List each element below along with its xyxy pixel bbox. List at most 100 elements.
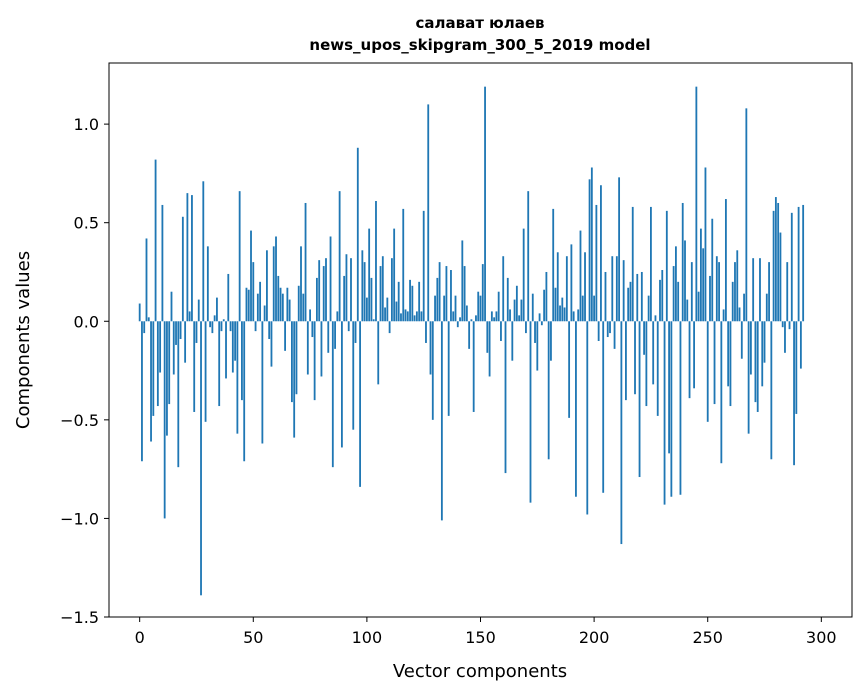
- bar-160: [502, 256, 505, 322]
- bar-133: [440, 321, 443, 521]
- bar-170: [525, 321, 527, 334]
- bar-291: [799, 321, 802, 369]
- bar-150: [479, 295, 482, 322]
- bar-18: [179, 321, 182, 340]
- bar-66: [288, 299, 291, 322]
- bar-111: [390, 258, 393, 322]
- bar-142: [461, 240, 464, 322]
- bar-201: [595, 204, 598, 322]
- bar-245: [695, 86, 698, 322]
- bar-71: [300, 246, 302, 322]
- bar-234: [670, 321, 673, 497]
- bar-157: [495, 311, 498, 322]
- bar-228: [656, 321, 659, 416]
- bar-135: [445, 266, 448, 322]
- bar-151: [481, 264, 484, 322]
- bar-67: [291, 321, 293, 403]
- bar-257: [722, 309, 725, 322]
- bar-176: [538, 313, 541, 322]
- x-tick-label: 150: [465, 628, 496, 647]
- bar-272: [756, 321, 759, 412]
- bar-24: [193, 321, 196, 412]
- y-tick-label: 0.0: [74, 312, 99, 331]
- bar-116: [402, 208, 405, 322]
- bar-36: [220, 321, 223, 332]
- bar-132: [438, 262, 441, 322]
- bar-211: [618, 177, 621, 322]
- bar-246: [697, 291, 700, 322]
- bar-19: [181, 216, 184, 322]
- bar-40: [229, 321, 232, 332]
- bar-217: [631, 206, 634, 322]
- bar-42: [234, 321, 237, 361]
- bar-143: [463, 266, 466, 322]
- bar-225: [650, 206, 652, 322]
- x-axis-label: Vector components: [393, 661, 567, 682]
- bar-100: [365, 297, 368, 322]
- bar-229: [659, 279, 661, 322]
- bar-238: [679, 321, 682, 495]
- bar-188: [565, 256, 568, 322]
- bar-39: [227, 273, 230, 322]
- bar-255: [718, 262, 720, 322]
- bar-252: [711, 218, 714, 322]
- bar-16: [175, 321, 177, 345]
- bar-287: [790, 212, 793, 322]
- bar-6: [152, 321, 155, 416]
- bar-28: [202, 181, 205, 322]
- bar-32: [211, 321, 214, 334]
- bar-37: [222, 319, 225, 322]
- bar-266: [743, 293, 745, 322]
- bar-265: [740, 321, 743, 359]
- bar-78: [315, 277, 318, 322]
- bar-129: [431, 321, 434, 420]
- bar-49: [250, 230, 252, 322]
- bar-112: [393, 228, 396, 322]
- bar-4: [147, 317, 150, 322]
- bar-124: [420, 311, 423, 322]
- bar-65: [286, 287, 289, 322]
- y-tick-label: 0.5: [74, 214, 99, 233]
- y-tick-label: −0.5: [60, 411, 99, 430]
- bar-219: [636, 273, 639, 322]
- bar-137: [450, 270, 452, 322]
- bar-218: [634, 321, 636, 395]
- bar-98: [361, 250, 364, 322]
- bar-52: [256, 293, 259, 322]
- y-axis-ticks: −1.5 −1.0 −0.5 0.0 0.5 1.0: [60, 115, 109, 627]
- bar-47: [245, 287, 248, 322]
- bar-276: [765, 293, 768, 322]
- bar-148: [475, 315, 477, 322]
- bar-55: [263, 305, 266, 322]
- bar-73: [304, 202, 307, 322]
- bar-222: [643, 321, 646, 355]
- bar-243: [690, 262, 693, 322]
- bar-113: [395, 301, 398, 322]
- bar-43: [236, 321, 239, 434]
- bar-206: [606, 321, 609, 338]
- bar-195: [581, 295, 584, 322]
- bar-1: [141, 321, 143, 462]
- bar-84: [329, 236, 332, 322]
- bar-88: [338, 191, 341, 322]
- bar-44: [238, 191, 241, 322]
- bar-261: [731, 281, 734, 322]
- bar-289: [795, 321, 798, 414]
- bar-130: [434, 295, 436, 322]
- bar-231: [663, 321, 666, 505]
- bar-30: [206, 246, 209, 322]
- bar-109: [386, 297, 389, 322]
- bar-156: [493, 317, 496, 322]
- bar-87: [336, 311, 339, 322]
- bar-10: [161, 204, 164, 322]
- bar-139: [454, 295, 457, 322]
- bar-12: [166, 321, 168, 436]
- bar-134: [443, 295, 446, 322]
- bar-76: [311, 321, 314, 338]
- bar-3: [145, 238, 148, 322]
- bar-146: [470, 319, 473, 322]
- x-tick-label: 100: [352, 628, 383, 647]
- bar-213: [622, 260, 625, 322]
- bar-145: [468, 321, 471, 349]
- bar-254: [715, 256, 718, 322]
